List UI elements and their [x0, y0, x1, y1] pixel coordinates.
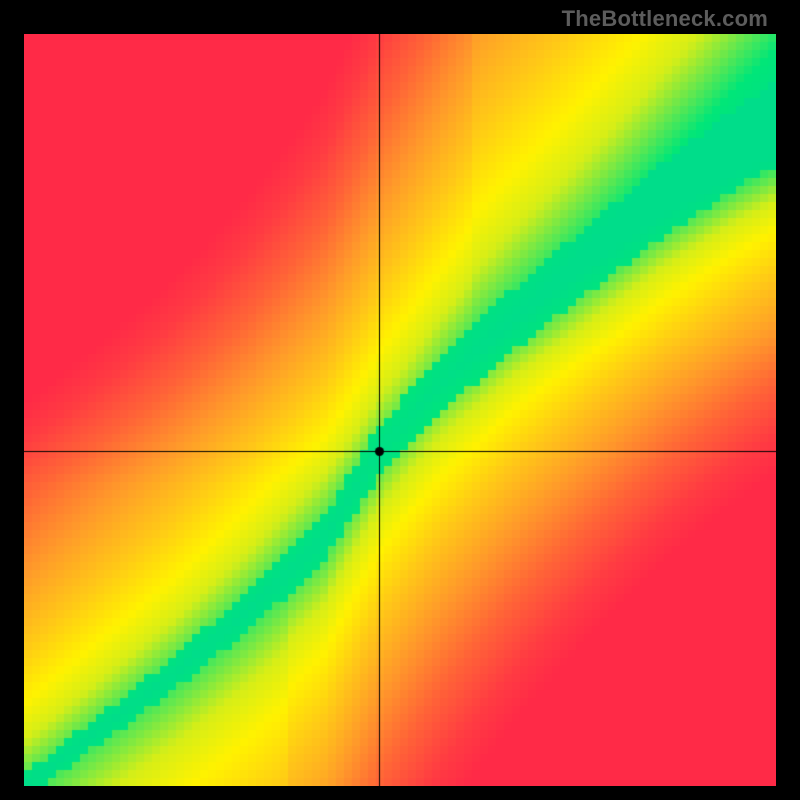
heatmap-plot: [24, 34, 776, 786]
heatmap-canvas: [24, 34, 776, 786]
watermark-text: TheBottleneck.com: [562, 6, 768, 32]
